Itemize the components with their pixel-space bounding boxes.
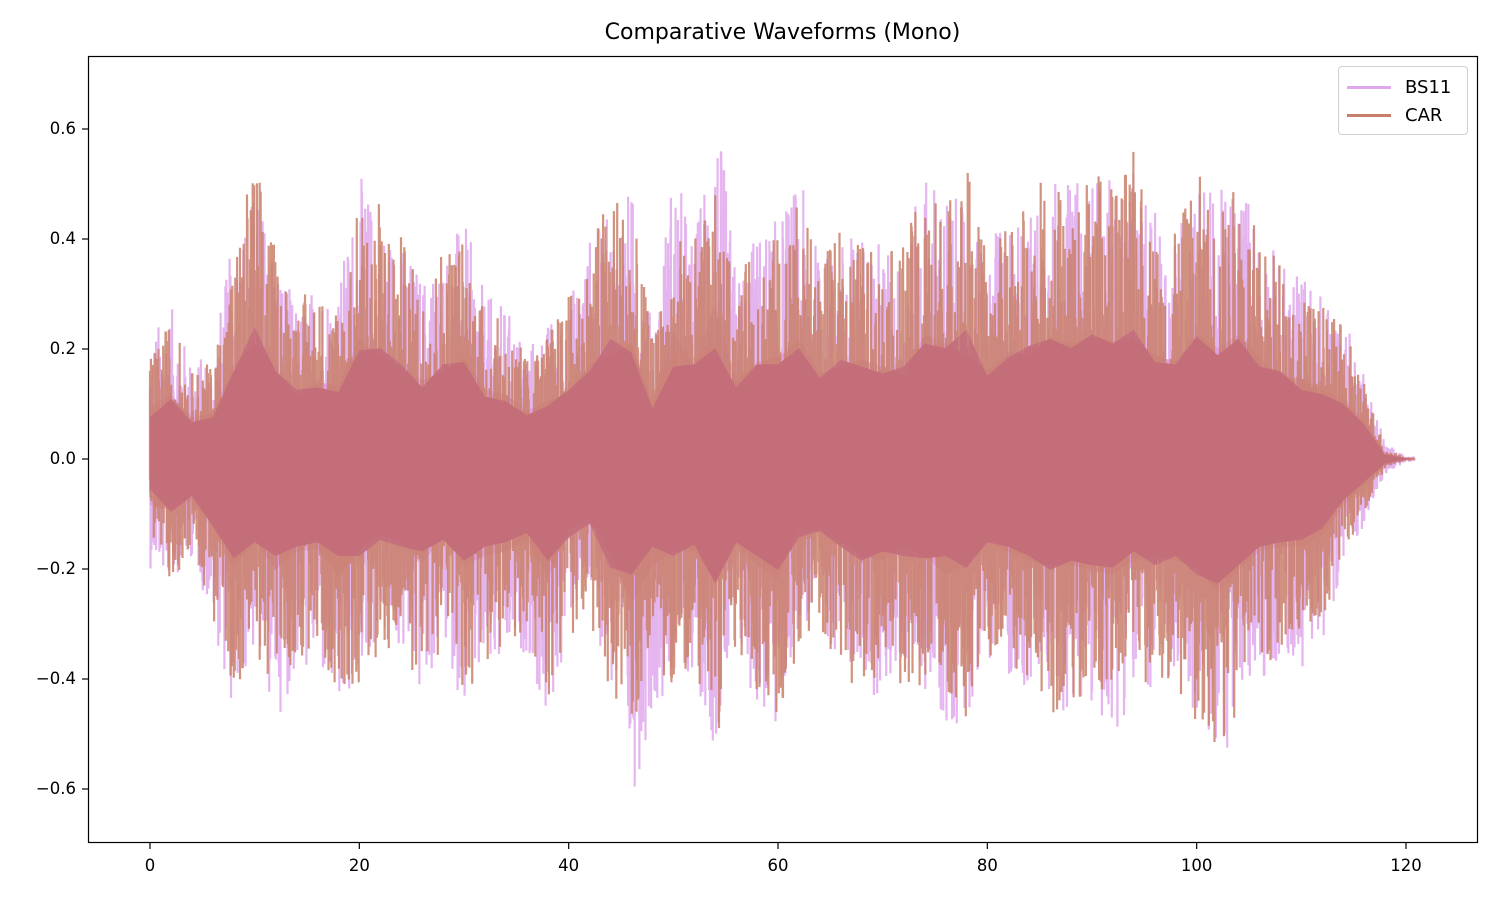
x-tick-label: 100 (1180, 856, 1213, 875)
axes-frame (87, 55, 1479, 844)
y-tick-label: −0.4 (35, 669, 76, 688)
y-tick-label: −0.6 (35, 779, 76, 798)
x-tick-label: 80 (976, 856, 998, 875)
legend-item-bs11: BS11 (1347, 75, 1451, 99)
legend-swatch-car (1347, 113, 1391, 117)
legend: BS11 CAR (1338, 66, 1468, 135)
x-tick-label: 60 (767, 856, 789, 875)
waveform-plot-area (148, 151, 1416, 787)
y-tick-label: −0.2 (35, 559, 76, 578)
series-car (148, 151, 1416, 742)
x-tick-label: 0 (144, 856, 156, 875)
y-tick-label: 0.0 (49, 449, 76, 468)
y-tick-label: 0.4 (49, 229, 76, 248)
x-tick-label: 120 (1390, 856, 1422, 875)
legend-swatch-bs11 (1347, 85, 1391, 89)
x-tick-label: 40 (558, 856, 580, 875)
y-tick-label: 0.6 (49, 119, 76, 138)
legend-item-car: CAR (1347, 103, 1442, 127)
axis-ticks (82, 128, 1407, 849)
y-tick-label: 0.2 (49, 339, 76, 358)
chart-title: Comparative Waveforms (Mono) (604, 20, 961, 45)
legend-label-car: CAR (1405, 104, 1443, 126)
legend-label-bs11: BS11 (1405, 76, 1452, 98)
x-tick-label: 20 (348, 856, 370, 875)
